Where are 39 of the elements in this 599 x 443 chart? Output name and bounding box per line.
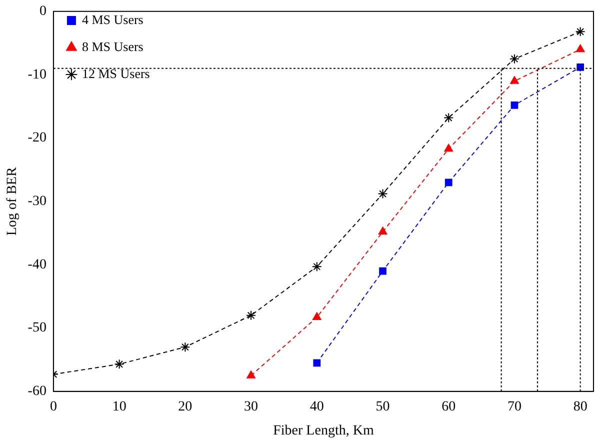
point bbox=[312, 262, 322, 272]
point bbox=[379, 267, 386, 275]
y-axis-title: Log of BER bbox=[5, 166, 20, 236]
y-tick-label: -30 bbox=[28, 194, 46, 210]
y-tick-label: 0 bbox=[39, 4, 46, 20]
x-axis-title: Fiber Length, Km bbox=[273, 423, 374, 438]
x-tick-label: 20 bbox=[178, 399, 192, 414]
legend-label: 4 MS Users bbox=[82, 12, 144, 27]
point bbox=[576, 44, 585, 52]
point bbox=[444, 178, 452, 186]
point bbox=[575, 26, 586, 37]
point bbox=[313, 359, 321, 367]
point bbox=[246, 370, 256, 378]
point bbox=[510, 101, 518, 109]
x-tick-label: 0 bbox=[50, 399, 57, 414]
y-tick-label: -40 bbox=[28, 257, 46, 272]
point bbox=[246, 310, 256, 320]
point bbox=[510, 76, 519, 84]
point bbox=[444, 112, 454, 123]
y-tick-label: -60 bbox=[28, 384, 46, 400]
point bbox=[312, 312, 322, 320]
legend-label: 8 MS Users bbox=[82, 38, 144, 54]
point bbox=[114, 359, 124, 370]
point bbox=[444, 144, 454, 152]
point bbox=[509, 54, 520, 64]
x-tick-label: 70 bbox=[507, 399, 522, 414]
legend-label: 12 MS Users bbox=[82, 66, 150, 81]
point bbox=[378, 188, 388, 199]
point bbox=[378, 226, 388, 235]
x-tick-label: 10 bbox=[112, 399, 126, 414]
x-tick-label: 60 bbox=[442, 399, 456, 414]
point bbox=[180, 342, 190, 352]
y-tick-label: -50 bbox=[28, 320, 46, 336]
x-tick-label: 80 bbox=[573, 399, 588, 414]
x-tick-label: 40 bbox=[310, 399, 324, 414]
y-tick-label: -10 bbox=[28, 67, 46, 82]
y-tick-label: -20 bbox=[28, 130, 46, 146]
x-tick-label: 30 bbox=[244, 399, 258, 414]
x-tick-label: 50 bbox=[376, 399, 390, 414]
